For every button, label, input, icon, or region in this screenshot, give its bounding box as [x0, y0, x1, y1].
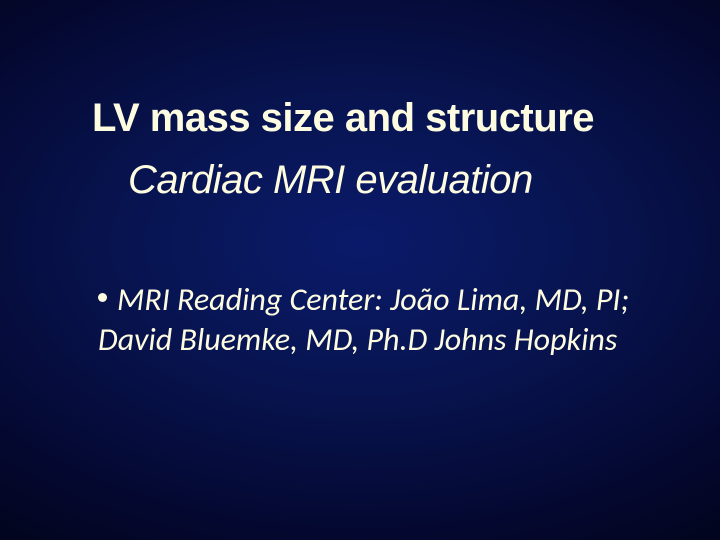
- slide-title: LV mass size and structure: [92, 96, 660, 141]
- slide-subtitle: Cardiac MRI evaluation: [128, 158, 660, 203]
- slide-container: LV mass size and structure Cardiac MRI e…: [0, 0, 720, 540]
- bullet-block: MRI Reading Center: João Lima, MD, PI; D…: [98, 280, 630, 360]
- bullet-icon: [98, 293, 107, 302]
- bullet-text: MRI Reading Center: João Lima, MD, PI; D…: [98, 280, 629, 359]
